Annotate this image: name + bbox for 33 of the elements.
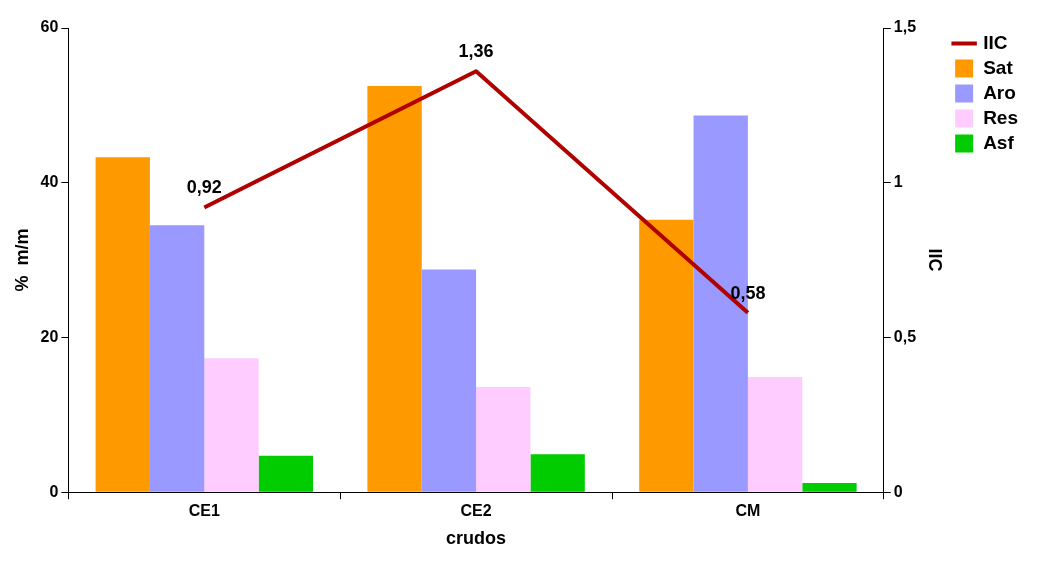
bar: [367, 86, 422, 492]
y-tick-label: 40: [40, 173, 59, 191]
y-tick-label: 60: [40, 18, 59, 36]
y-tick-label: 0: [49, 482, 59, 500]
data-label: 1,36: [458, 41, 494, 62]
bar: [258, 455, 314, 492]
x-tick-label: CE1: [188, 502, 220, 520]
bar: [204, 358, 259, 492]
y2-axis-title: IIC: [924, 248, 945, 272]
bar: [421, 269, 477, 492]
x-tick-label: CM: [735, 502, 761, 520]
y2-tick-label: 0,5: [893, 327, 917, 345]
data-label: 0,92: [186, 177, 222, 198]
bar: [95, 157, 150, 492]
y2-tick-label: 1: [893, 173, 903, 191]
bar: [530, 454, 585, 492]
legend-label: Asf: [983, 131, 1015, 153]
legend-label: Res: [983, 106, 1018, 128]
legend-label: Aro: [983, 81, 1016, 103]
x-tick-label: CE2: [460, 502, 492, 520]
y-axis-title: % m/m: [11, 228, 32, 292]
data-label: 0,58: [730, 282, 766, 303]
bar: [747, 376, 803, 492]
legend-label: IIC: [983, 31, 1008, 53]
bar: [476, 386, 531, 492]
bar: [149, 225, 205, 492]
y2-tick-label: 0: [893, 482, 903, 500]
bar: [802, 482, 857, 492]
y-tick-label: 20: [40, 327, 59, 345]
bar: [639, 219, 694, 492]
x-axis-title: crudos: [446, 528, 507, 549]
y2-tick-label: 1,5: [893, 18, 917, 36]
legend-label: Sat: [983, 56, 1014, 78]
